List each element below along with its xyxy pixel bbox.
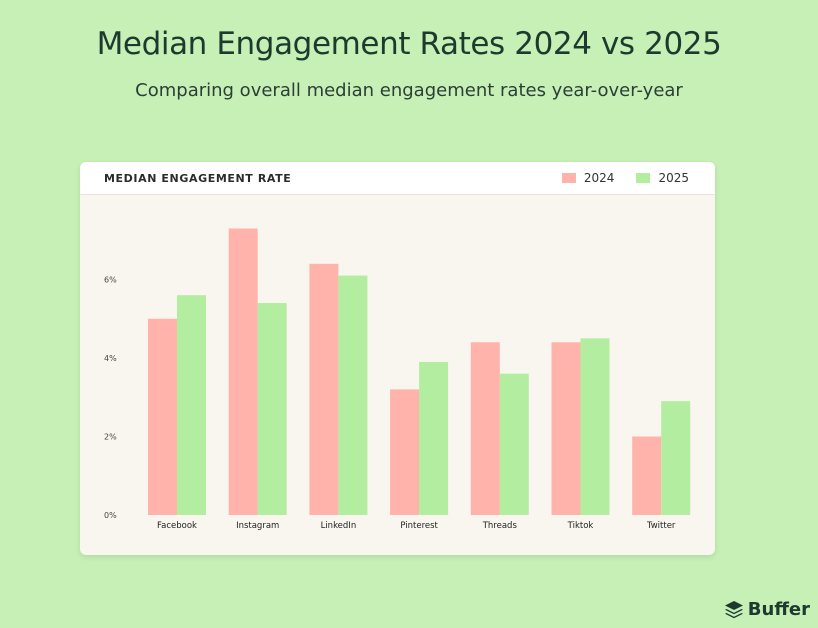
x-tick-label-twitter: Twitter xyxy=(646,521,676,531)
x-tick-label-tiktok: Tiktok xyxy=(567,521,594,531)
y-tick-label: 0% xyxy=(104,511,117,520)
bar-facebook-2024 xyxy=(148,318,177,515)
bar-tiktok-2024 xyxy=(551,342,581,515)
y-tick-label: 4% xyxy=(104,354,117,363)
y-tick-label: 2% xyxy=(104,433,117,442)
bar-threads-2025 xyxy=(499,373,529,515)
legend-swatch-2024 xyxy=(561,173,576,183)
legend-item-2024: 2024 xyxy=(561,171,615,185)
bar-linkedin-2025 xyxy=(338,275,368,515)
y-tick-label: 6% xyxy=(104,276,117,285)
brand-logo: Buffer xyxy=(724,599,810,620)
legend-swatch-2025 xyxy=(636,173,651,183)
legend-label-2024: 2024 xyxy=(583,171,615,185)
bar-pinterest-2025 xyxy=(419,361,449,515)
chart-card-header: MEDIAN ENGAGEMENT RATE 2024 2025 xyxy=(80,162,715,195)
chart-legend: 2024 2025 xyxy=(540,171,689,185)
bar-twitter-2024 xyxy=(632,436,662,515)
page-subtitle: Comparing overall median engagement rate… xyxy=(135,80,683,101)
x-tick-label-linkedin: LinkedIn xyxy=(321,521,357,531)
bar-pinterest-2024 xyxy=(390,389,420,515)
bar-threads-2024 xyxy=(470,342,500,515)
bar-twitter-2025 xyxy=(661,401,691,515)
x-tick-label-instagram: Instagram xyxy=(236,521,279,531)
x-tick-label-pinterest: Pinterest xyxy=(400,521,438,531)
bar-tiktok-2025 xyxy=(580,338,610,515)
brand-name: Buffer xyxy=(747,599,810,620)
bar-chart: 0% 2% 4% 6% Facebook Instagram LinkedIn Pintere… xyxy=(104,228,691,531)
legend-item-2025: 2025 xyxy=(636,171,689,185)
bar-facebook-2025 xyxy=(177,295,206,515)
x-tick-label-threads: Threads xyxy=(482,521,518,531)
x-tick-label-facebook: Facebook xyxy=(157,521,197,531)
chart-card: MEDIAN ENGAGEMENT RATE 2024 2025 0% 2% 4% 6… xyxy=(80,162,715,555)
legend-label-2025: 2025 xyxy=(658,171,689,185)
bar-linkedin-2024 xyxy=(309,263,339,515)
buffer-stack-icon xyxy=(724,600,743,618)
bar-instagram-2025 xyxy=(257,303,287,515)
bar-instagram-2024 xyxy=(228,228,258,515)
page-title: Median Engagement Rates 2024 vs 2025 xyxy=(96,26,722,62)
chart-title: MEDIAN ENGAGEMENT RATE xyxy=(104,172,292,185)
